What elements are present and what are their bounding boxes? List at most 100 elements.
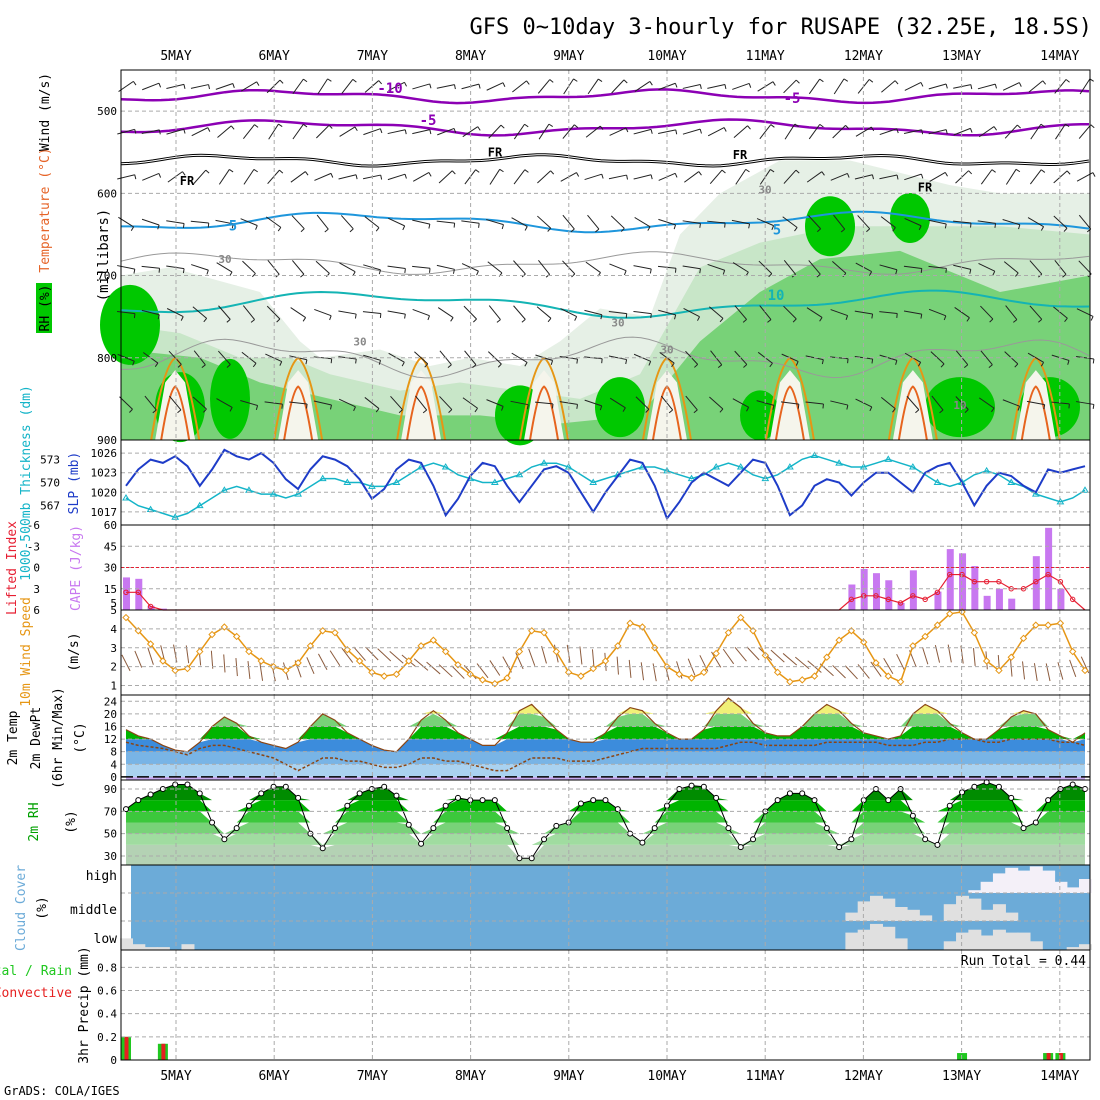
wind-barb-flag [157,224,160,230]
wind-barb [1026,400,1045,406]
wind-barb [1003,261,1019,274]
cloud-cover-cell [980,881,994,893]
wind-barb [390,395,403,411]
precip-tick-label: 0 [110,1054,117,1067]
wind-barb-flag [698,171,702,176]
temp-tick-label: 8 [110,746,117,759]
wind-barb [759,305,772,320]
wind-barb-flag [154,362,159,367]
wind-barb-flag [623,79,628,84]
wind-barb [1053,306,1068,319]
cape-bar [897,602,905,610]
wind-barb-flag [132,360,135,366]
surface-wind-barb [591,649,595,668]
li-point [1070,596,1076,603]
wind-barb [609,263,627,272]
wind-barb-flag [918,225,922,231]
wind-speed-point [946,610,954,618]
contour-label: 5 [229,218,237,234]
wind-barb-flag [1064,317,1068,323]
wind-barb [806,307,823,318]
wind-barb [218,305,231,320]
rh-point [909,812,916,819]
wind-barb [980,305,994,320]
wind-barb-flag [945,129,948,135]
wind-barb [1002,219,1020,226]
wind-tick-label: 4 [110,623,117,636]
wind-barb [783,305,797,320]
thickness-line [125,454,1086,519]
wind-barb [587,78,599,95]
wind-barb-flag [944,223,947,229]
contour-label: 10 [768,288,785,304]
wind-barb [1028,80,1044,93]
wind-barb-flag [795,361,799,366]
wind-barb-flag [574,124,579,129]
pressure-tick-label: 900 [97,434,117,447]
wind-barb-flag [576,359,579,364]
wind-barb-flag [378,269,382,275]
wind-barb-flag [570,228,575,233]
cloud-cover-cell [894,907,908,921]
wind-barb-flag [526,80,530,85]
wind-barb [512,80,527,93]
li-point [885,596,891,603]
wind-barb [1076,401,1094,405]
wind-barb [879,174,898,180]
day-label-top: 10MAY [647,49,686,64]
wind-barb [387,265,406,270]
li-point [983,578,990,585]
rh-point [1032,819,1039,826]
wind-barb-flag [819,317,823,322]
wind-barb [438,170,453,184]
wind-speed-point [478,676,487,684]
wind-barb [830,309,848,317]
wind-tick-label: 2 [110,661,117,674]
wind-barb-flag [354,313,357,319]
wind-barb [292,78,304,95]
wind-barb [317,78,329,95]
isotherm-minus5-upper [120,118,1089,137]
wind-barb-flag [1090,316,1094,321]
wind-barb-flag [792,318,797,323]
wind-barb-flag [330,404,332,410]
contour-label: 30 [353,335,366,348]
rh-region-dark [740,390,780,441]
wind-barb [708,306,724,319]
wind-barb-flag [134,129,137,134]
wind-barb-flag [524,362,528,367]
wind-barb-flag [201,364,206,369]
wind-barb-flag [1014,363,1019,368]
rh-point [381,783,388,790]
wind-barb [488,124,502,139]
wind-barb [906,395,920,411]
wind-barb [1029,260,1043,275]
wind-barb-flag [623,270,627,276]
wind-barb [806,171,823,183]
cloud-unit-label: (%) [35,896,50,919]
surface-wind-barb [722,648,735,665]
wind-barb-flag [620,227,625,232]
wind-barb [1076,356,1094,360]
wind-barb-flag [693,409,698,414]
wind-barb [340,215,354,230]
temp-tick-label: 0 [110,771,117,784]
rh-point [541,836,548,843]
surface-wind-barb [121,654,131,672]
wind-barb-flag [231,223,234,229]
isotherm-20 [774,385,805,441]
wind-barb [166,265,185,270]
slp-tick-label: 1020 [91,486,118,499]
wind-barb [463,305,477,320]
thickness-point [908,463,917,470]
wind-barb [215,219,234,225]
isotherm-20 [160,385,191,441]
surface-wind-barb [844,665,858,680]
wind-barb [879,128,897,136]
wind-barb-flag [398,409,403,414]
wind-barb [141,309,160,316]
wind-barb [707,263,725,271]
thickness-point [687,474,696,482]
credit-text: GrADS: COLA/IGES [4,1084,120,1098]
wind-barb [903,310,922,315]
